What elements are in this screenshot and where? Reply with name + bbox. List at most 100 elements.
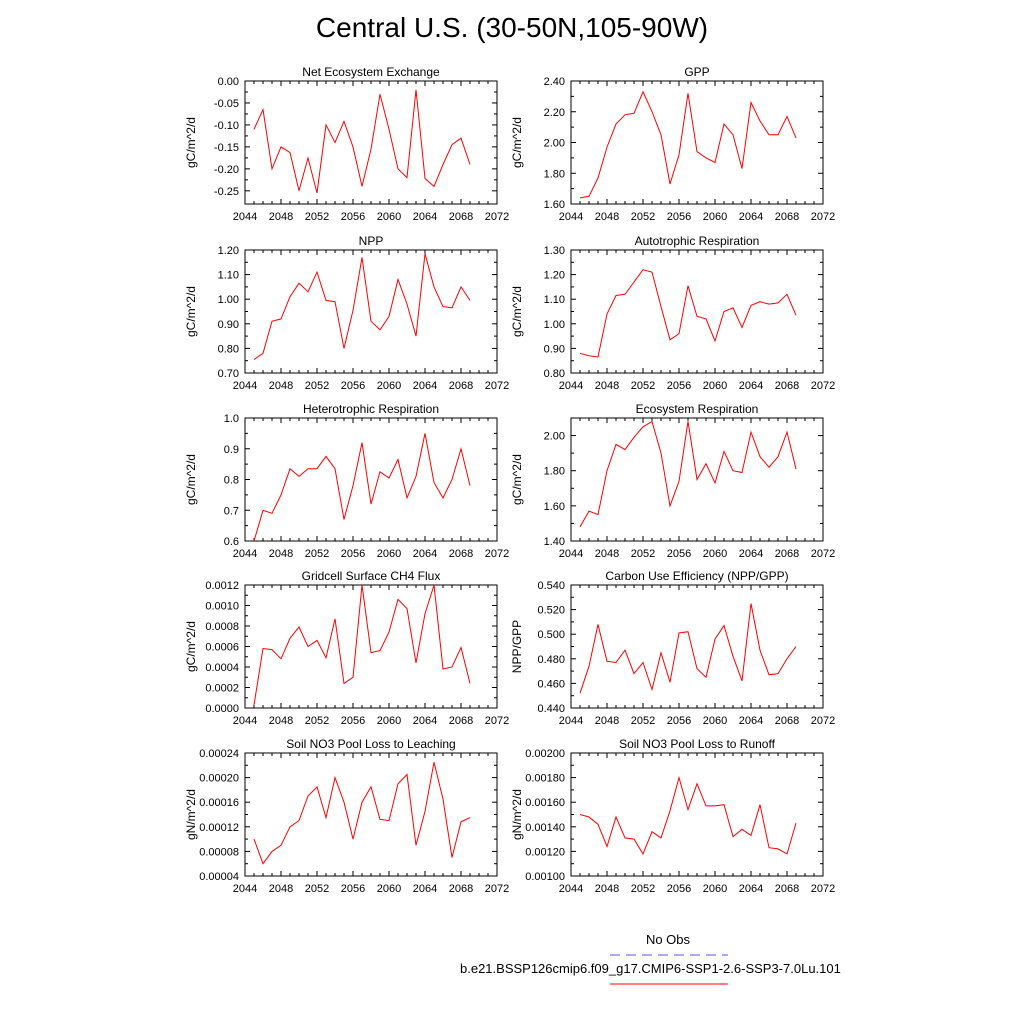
x-tick-label: 2060 (377, 715, 401, 727)
x-tick-label: 2056 (667, 715, 691, 727)
x-tick-label: 2068 (775, 715, 799, 727)
x-tick-label: 2064 (739, 211, 763, 223)
x-tick-label: 2056 (341, 380, 365, 392)
x-tick-label: 2052 (631, 211, 655, 223)
x-tick-label: 2056 (341, 211, 365, 223)
x-tick-label: 2068 (449, 548, 473, 560)
x-tick-label: 2052 (631, 380, 655, 392)
y-tick-label: -0.10 (214, 120, 239, 132)
series-line (579, 420, 797, 528)
y-tick-label: 0.540 (537, 580, 565, 592)
y-tick-label: 0.6 (224, 536, 239, 548)
y-tick-label: 0.00 (218, 76, 239, 88)
y-tick-label: 0.90 (544, 343, 565, 355)
y-tick-label: 0.7 (224, 505, 239, 517)
panel-title: Soil NO3 Pool Loss to Runoff (619, 737, 776, 751)
y-tick-label: 0.70 (218, 368, 239, 380)
legend-run-label: b.e21.BSSP126cmip6.f09_g17.CMIP6-SSP1-2.… (460, 961, 841, 976)
y-axis-label: gC/m^2/d (510, 286, 524, 337)
y-tick-label: 0.0002 (205, 683, 239, 695)
x-tick-label: 2068 (449, 211, 473, 223)
x-tick-label: 2060 (377, 548, 401, 560)
x-tick-label: 2068 (775, 883, 799, 895)
x-tick-label: 2056 (667, 883, 691, 895)
panel-3: 2044 2048 2052 2056 2060 2064 2068 2072 0.80 0.90… (510, 234, 835, 392)
panel-title: Heterotrophic Respiration (303, 402, 439, 416)
series-line (579, 775, 797, 856)
y-tick-label: 0.00004 (199, 871, 239, 883)
y-axis-label: NPP/GPP (510, 620, 524, 673)
x-tick-label: 2072 (811, 883, 835, 895)
x-tick-label: 2048 (595, 883, 619, 895)
y-tick-label: 1.10 (544, 294, 565, 306)
panel-4: 2044 2048 2052 2056 2060 2064 2068 2072 0.6 0.7 0.… (184, 402, 509, 560)
x-tick-label: 2044 (233, 715, 257, 727)
y-tick-label: 0.0008 (205, 621, 239, 633)
y-axis-label: gC/m^2/d (184, 117, 198, 168)
x-tick-label: 2068 (449, 883, 473, 895)
y-tick-label: 2.00 (544, 138, 565, 150)
legend-obs-label: No Obs (645, 932, 691, 947)
panel-5: 2044 2048 2052 2056 2060 2064 2068 2072 1.40 1.60… (510, 402, 835, 560)
series-line (253, 584, 471, 705)
x-tick-label: 2044 (559, 715, 583, 727)
page-title: Central U.S. (30-50N,105-90W) (315, 12, 709, 43)
x-tick-label: 2072 (811, 380, 835, 392)
x-tick-label: 2044 (233, 883, 257, 895)
y-tick-label: 0.0012 (205, 580, 239, 592)
y-tick-label: -0.15 (214, 142, 239, 154)
x-tick-label: 2048 (269, 211, 293, 223)
x-tick-label: 2064 (739, 380, 763, 392)
x-tick-label: 2064 (739, 548, 763, 560)
x-tick-label: 2048 (269, 548, 293, 560)
x-tick-label: 2044 (233, 380, 257, 392)
panel-1: 2044 2048 2052 2056 2060 2064 2068 2072 1.60 1.80… (510, 65, 835, 223)
x-tick-label: 2072 (485, 211, 509, 223)
y-tick-label: 0.00100 (525, 871, 565, 883)
x-tick-label: 2064 (413, 380, 437, 392)
y-tick-label: 0.00024 (199, 748, 239, 760)
x-tick-label: 2064 (739, 715, 763, 727)
y-axis-label: gN/m^2/d (510, 789, 524, 840)
panel-title: Carbon Use Efficiency (NPP/GPP) (605, 569, 788, 583)
x-tick-label: 2072 (485, 715, 509, 727)
panel-8: 2044 2048 2052 2056 2060 2064 2068 2072 0.00004 0… (184, 737, 509, 895)
x-tick-label: 2056 (667, 548, 691, 560)
panel-title: GPP (684, 65, 709, 79)
x-tick-label: 2044 (559, 883, 583, 895)
y-tick-label: 0.90 (218, 319, 239, 331)
y-tick-label: 2.20 (544, 107, 565, 119)
panel-9: 2044 2048 2052 2056 2060 2064 2068 2072 0.00100 0… (510, 737, 835, 895)
x-tick-label: 2052 (631, 883, 655, 895)
panel-title: Soil NO3 Pool Loss to Leaching (286, 737, 455, 751)
panel-0: 2044 2048 2052 2056 2060 2064 2068 2072 -0.25 -0.… (184, 65, 509, 223)
x-tick-label: 2052 (631, 715, 655, 727)
y-axis-label: gC/m^2/d (510, 454, 524, 505)
x-tick-label: 2048 (595, 715, 619, 727)
y-tick-label: 0.8 (224, 475, 239, 487)
panel-title: Ecosystem Respiration (636, 402, 759, 416)
y-axis-label: gC/m^2/d (510, 117, 524, 168)
y-tick-label: 0.440 (537, 703, 565, 715)
y-tick-label: 1.0 (224, 413, 239, 425)
y-tick-label: 1.00 (544, 319, 565, 331)
x-tick-label: 2048 (595, 548, 619, 560)
y-tick-label: 0.00200 (525, 748, 565, 760)
panel-title: NPP (359, 234, 384, 248)
x-tick-label: 2056 (341, 548, 365, 560)
y-tick-label: 0.9 (224, 444, 239, 456)
x-tick-label: 2052 (305, 715, 329, 727)
series-line (579, 90, 797, 199)
x-tick-label: 2044 (233, 548, 257, 560)
x-tick-label: 2052 (305, 380, 329, 392)
x-tick-label: 2048 (269, 715, 293, 727)
x-tick-label: 2048 (269, 883, 293, 895)
y-tick-label: 0.0000 (205, 703, 239, 715)
series-line (579, 603, 797, 694)
x-tick-label: 2052 (305, 211, 329, 223)
panel-2: 2044 2048 2052 2056 2060 2064 2068 2072 0.70 0.80… (184, 234, 509, 392)
y-tick-label: 0.00012 (199, 822, 239, 834)
y-tick-label: 0.0004 (205, 662, 239, 674)
series-line (253, 253, 471, 360)
